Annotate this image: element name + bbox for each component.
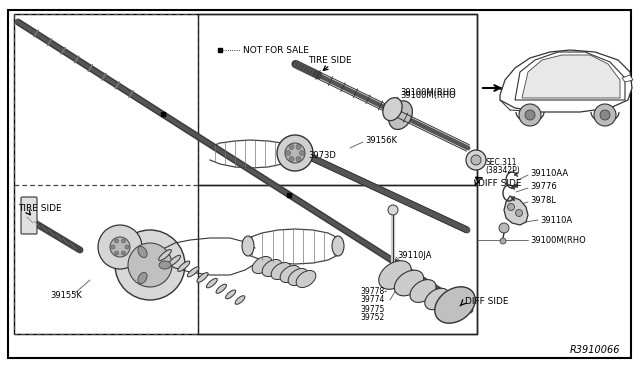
Ellipse shape [197,273,208,282]
Circle shape [122,239,125,243]
Polygon shape [515,52,625,100]
Text: 39110JA: 39110JA [397,250,431,260]
Circle shape [594,104,616,126]
Circle shape [508,203,515,211]
Ellipse shape [394,270,424,296]
Circle shape [515,209,522,217]
Text: 39778-: 39778- [360,286,387,295]
Polygon shape [504,196,528,225]
Circle shape [277,135,313,171]
Ellipse shape [207,278,218,288]
Ellipse shape [388,101,412,129]
Text: 3978L: 3978L [530,196,556,205]
Ellipse shape [383,98,402,121]
Ellipse shape [296,270,316,288]
Circle shape [98,225,142,269]
Ellipse shape [188,267,199,277]
Ellipse shape [159,250,172,260]
Ellipse shape [168,255,180,266]
Circle shape [499,223,509,233]
Circle shape [296,157,301,161]
Text: 39110A: 39110A [540,215,572,224]
Text: TIRE SIDE: TIRE SIDE [308,55,352,64]
Text: 39110AA: 39110AA [530,169,568,177]
Ellipse shape [138,246,147,257]
Ellipse shape [271,263,291,279]
Circle shape [115,251,118,255]
Ellipse shape [252,256,272,273]
Circle shape [289,157,294,161]
Ellipse shape [262,260,282,276]
Circle shape [466,150,486,170]
Text: 39774: 39774 [360,295,385,305]
Ellipse shape [425,288,449,310]
Circle shape [115,230,185,300]
Text: DIFF SIDE: DIFF SIDE [465,298,509,307]
Ellipse shape [379,261,412,289]
Ellipse shape [280,266,300,282]
Text: NOT FOR SALE: NOT FOR SALE [243,45,309,55]
Circle shape [111,245,115,249]
Circle shape [300,151,305,155]
Polygon shape [500,50,632,112]
Text: 39776: 39776 [530,182,557,190]
Circle shape [285,151,291,155]
Circle shape [600,110,610,120]
Polygon shape [622,75,633,82]
Ellipse shape [178,261,189,272]
Circle shape [296,144,301,150]
Ellipse shape [225,290,236,299]
Text: 39156K: 39156K [365,135,397,144]
Circle shape [471,155,481,165]
Ellipse shape [138,272,147,283]
Bar [14,14,477,334]
FancyBboxPatch shape [21,197,37,234]
Circle shape [110,237,130,257]
Text: 39100M(RHO: 39100M(RHO [530,235,586,244]
Circle shape [128,243,172,287]
Ellipse shape [159,261,171,269]
Text: SEC.311: SEC.311 [485,157,516,167]
Ellipse shape [235,296,245,304]
Text: R3910066: R3910066 [570,345,621,355]
Text: (38342P): (38342P) [485,166,520,174]
Circle shape [500,238,506,244]
Text: 3973D: 3973D [308,151,336,160]
Ellipse shape [435,287,476,323]
Circle shape [285,143,305,163]
Text: DIFF SIDE: DIFF SIDE [478,179,522,187]
Ellipse shape [216,284,227,294]
Ellipse shape [410,280,436,302]
Polygon shape [522,55,620,98]
Circle shape [388,205,398,215]
Ellipse shape [332,236,344,256]
Circle shape [519,104,541,126]
Text: 39155K: 39155K [50,291,82,299]
Circle shape [125,245,129,249]
Ellipse shape [242,236,254,256]
Text: 39100M(RHO: 39100M(RHO [400,87,456,96]
Text: 39775: 39775 [360,305,385,314]
Text: TIRE SIDE: TIRE SIDE [18,203,61,212]
Text: 39752: 39752 [360,314,384,323]
Ellipse shape [440,297,462,317]
Ellipse shape [288,269,308,286]
Text: 39100M(RHO: 39100M(RHO [400,90,456,99]
Circle shape [122,251,125,255]
Circle shape [115,239,118,243]
Circle shape [525,110,535,120]
Circle shape [289,144,294,150]
